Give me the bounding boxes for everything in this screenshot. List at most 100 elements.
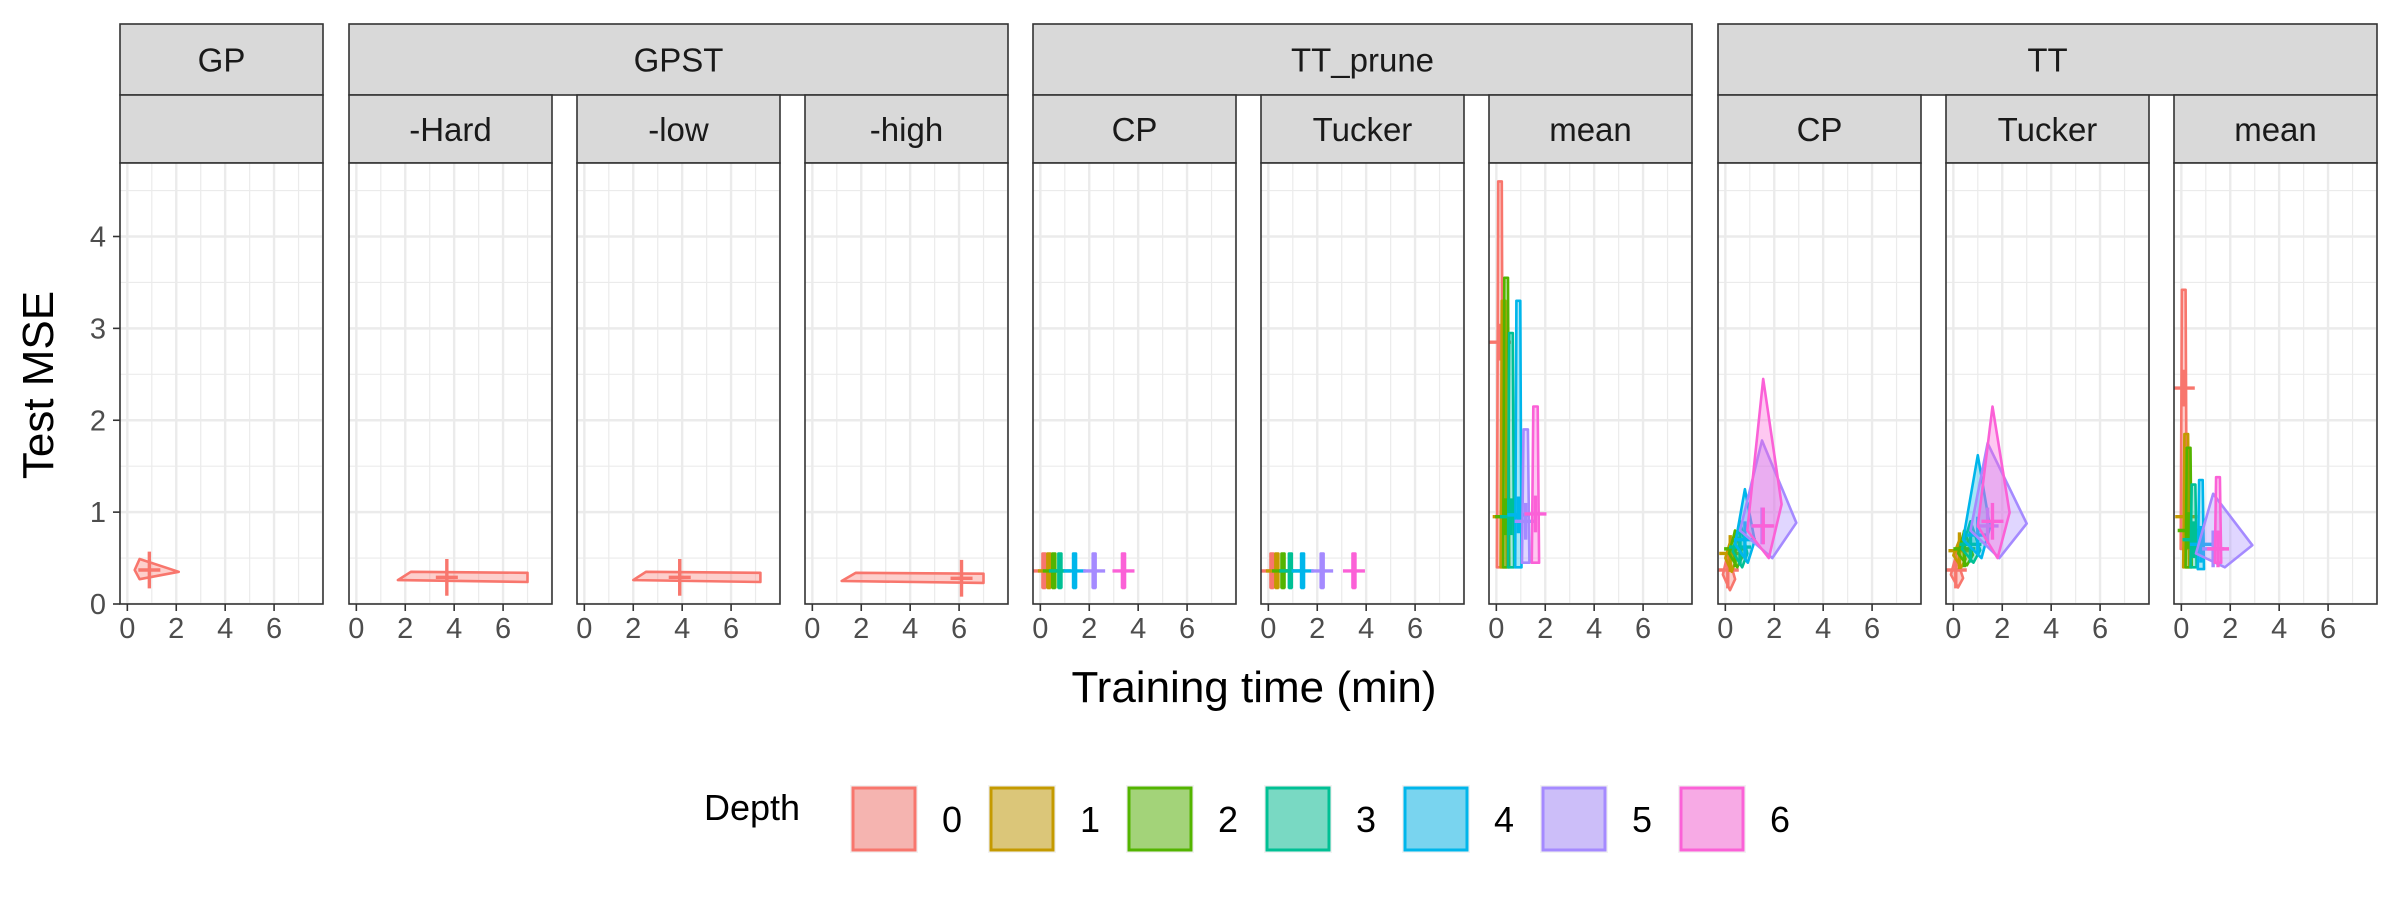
panel-grid xyxy=(2174,163,2377,604)
facet-strip xyxy=(576,94,781,164)
x-tick-label: 4 xyxy=(1815,613,1831,645)
depth-0-region xyxy=(840,571,985,585)
panel-border xyxy=(1488,162,1693,605)
legend-label-2: 2 xyxy=(1218,799,1238,840)
panel-grid xyxy=(1261,163,1464,604)
x-tick-label: 2 xyxy=(2222,613,2238,645)
depth-6-region xyxy=(1746,377,1783,560)
legend-label-0: 0 xyxy=(942,799,962,840)
x-tick-label: 4 xyxy=(2271,613,2287,645)
panel-marks xyxy=(133,551,180,589)
facet-strip-label: -Hard xyxy=(409,111,492,148)
panel-marks xyxy=(1946,405,2028,589)
legend-swatch-6 xyxy=(1679,786,1745,852)
x-tick-label: 4 xyxy=(1130,613,1146,645)
x-tick-label: 6 xyxy=(495,613,511,645)
y-tick-label: 0 xyxy=(90,589,106,621)
legend-swatch-4 xyxy=(1403,786,1469,852)
legend-label-4: 4 xyxy=(1494,799,1514,840)
panel-marks xyxy=(1261,552,1365,590)
y-tick-label: 3 xyxy=(90,313,106,345)
group-strip-label: TT xyxy=(2027,42,2067,79)
x-tick-label: 6 xyxy=(2320,613,2336,645)
facet-strip-label: mean xyxy=(2234,111,2317,148)
panel-grid xyxy=(1718,163,1921,604)
legend-swatch-0 xyxy=(851,786,917,852)
legend-swatch-3 xyxy=(1265,786,1331,852)
x-tick-label: 2 xyxy=(168,613,184,645)
panel-grid xyxy=(1033,163,1236,604)
facet-strip xyxy=(1260,94,1465,164)
x-tick-label: 0 xyxy=(576,613,592,645)
legend-label-3: 3 xyxy=(1356,799,1376,840)
x-tick-label: 2 xyxy=(625,613,641,645)
x-tick-label: 2 xyxy=(1766,613,1782,645)
x-tick-label: 0 xyxy=(1488,613,1504,645)
x-tick-label: 4 xyxy=(1586,613,1602,645)
x-tick-label: 0 xyxy=(1717,613,1733,645)
group-strip xyxy=(1032,23,1693,96)
legend-swatch-5 xyxy=(1541,786,1607,852)
panel-background xyxy=(805,163,1008,604)
panel-marks xyxy=(1033,552,1135,590)
x-tick-label: 2 xyxy=(1309,613,1325,645)
x-tick-label: 0 xyxy=(804,613,820,645)
x-tick-label: 4 xyxy=(902,613,918,645)
panel-marks xyxy=(396,558,529,596)
group-strip xyxy=(348,23,1009,96)
facet-strip xyxy=(1032,94,1237,164)
panel-background xyxy=(120,163,323,604)
depth-0-region xyxy=(631,570,762,584)
facet-strip xyxy=(1717,94,1922,164)
panel-background xyxy=(1261,163,1464,604)
depth-6-region xyxy=(1530,405,1541,565)
x-tick-label: 2 xyxy=(1537,613,1553,645)
x-tick-label: 4 xyxy=(674,613,690,645)
panel-background xyxy=(349,163,552,604)
x-tick-label: 2 xyxy=(853,613,869,645)
facet-strip-label: -high xyxy=(870,111,943,148)
legend-label-5: 5 xyxy=(1632,799,1652,840)
x-tick-label: 6 xyxy=(1407,613,1423,645)
panel-grid xyxy=(805,163,1008,604)
facet-strip-label: -low xyxy=(648,111,709,148)
panel-border xyxy=(1945,162,2150,605)
facet-strip-label: Tucker xyxy=(1313,111,1413,148)
y-tick-label: 1 xyxy=(90,497,106,529)
panel-background xyxy=(1033,163,1236,604)
panel-border xyxy=(1260,162,1465,605)
facet-strip-label: CP xyxy=(1112,111,1158,148)
facet-strip-label: Tucker xyxy=(1998,111,2098,148)
x-tick-label: 2 xyxy=(397,613,413,645)
panel-grid xyxy=(349,163,552,604)
facet-strip xyxy=(2173,94,2378,164)
x-tick-label: 2 xyxy=(1994,613,2010,645)
legend-swatch-2 xyxy=(1127,786,1193,852)
y-tick-label: 4 xyxy=(90,222,106,254)
facet-strip xyxy=(804,94,1009,164)
x-tick-label: 4 xyxy=(1358,613,1374,645)
x-tick-label: 0 xyxy=(1260,613,1276,645)
panel-border xyxy=(348,162,553,605)
panel-marks xyxy=(1489,180,1547,569)
plot-layer: GP GPST TT_prune TT 0 2 4 6 0 1 2 3 4 -Hard 0 2 4 6 -low 0 2… xyxy=(90,23,2378,645)
x-tick-label: 6 xyxy=(1864,613,1880,645)
x-tick-label: 6 xyxy=(723,613,739,645)
panel-border xyxy=(1717,162,1922,605)
x-tick-label: 4 xyxy=(446,613,462,645)
panel-grid xyxy=(577,163,780,604)
legend-label-6: 6 xyxy=(1770,799,1790,840)
x-tick-label: 6 xyxy=(266,613,282,645)
x-tick-label: 6 xyxy=(1635,613,1651,645)
panel-background xyxy=(577,163,780,604)
legend-swatch-1 xyxy=(989,786,1055,852)
panel-border xyxy=(2173,162,2378,605)
group-strip-label: GP xyxy=(198,42,246,79)
panel-border xyxy=(576,162,781,605)
x-tick-label: 6 xyxy=(951,613,967,645)
facet-strip xyxy=(1945,94,2150,164)
panel-marks xyxy=(2174,288,2254,571)
x-axis-title: Training time (min) xyxy=(1071,663,1436,712)
x-tick-label: 4 xyxy=(2043,613,2059,645)
